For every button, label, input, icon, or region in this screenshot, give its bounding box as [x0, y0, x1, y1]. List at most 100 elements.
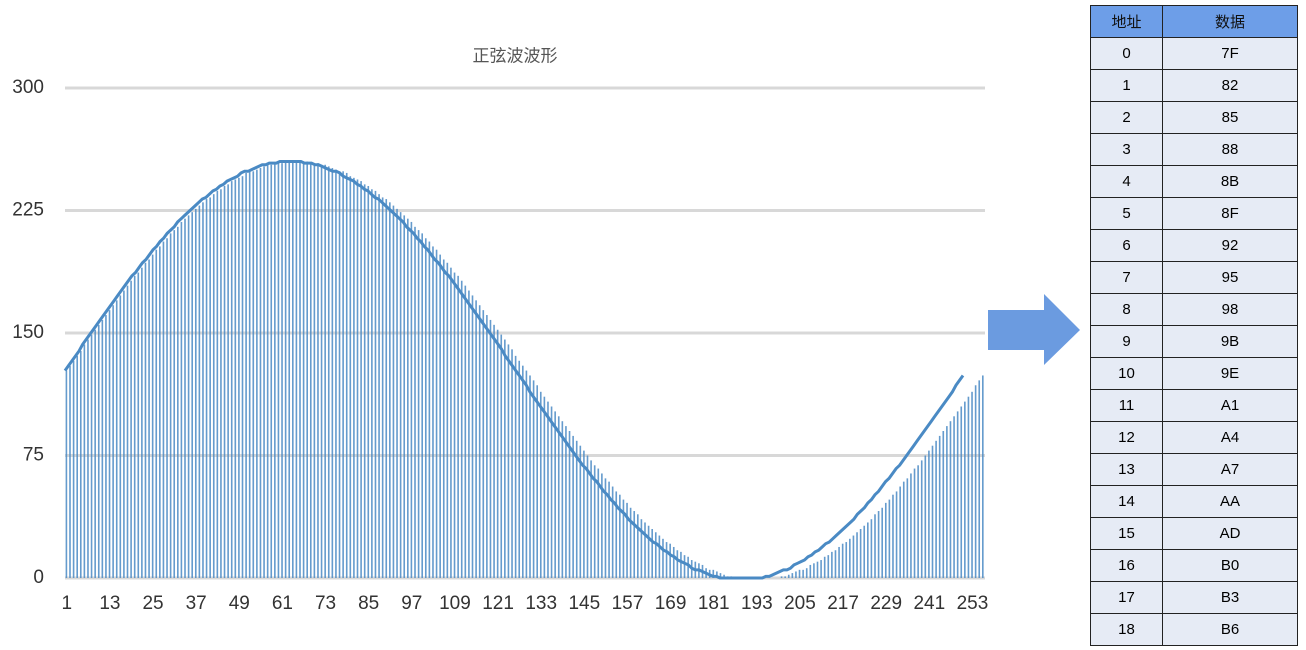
y-tick-label: 75 — [23, 445, 44, 466]
table-cell: 9E — [1162, 357, 1298, 390]
bar — [565, 426, 567, 578]
bar — [65, 370, 68, 578]
bar — [676, 550, 679, 578]
bar — [284, 161, 287, 578]
bar — [126, 285, 129, 578]
bar — [410, 221, 413, 578]
bar — [482, 310, 485, 578]
bar — [716, 571, 718, 578]
bar — [274, 163, 276, 578]
table-row: 3 88 — [1090, 133, 1298, 166]
bar — [396, 208, 398, 578]
table-cell: AA — [1162, 485, 1298, 518]
bar — [608, 481, 610, 578]
x-tick-label: 49 — [229, 593, 250, 614]
bar — [177, 226, 179, 579]
bar — [982, 375, 984, 578]
table-cell: 88 — [1162, 133, 1298, 166]
bar — [288, 161, 291, 578]
bar — [238, 177, 240, 579]
bar — [252, 171, 255, 579]
bar — [834, 550, 837, 578]
bar — [913, 468, 916, 578]
x-tick-label: 85 — [358, 593, 379, 614]
bar — [583, 450, 585, 578]
x-tick-label: 253 — [957, 593, 989, 614]
bar — [374, 190, 377, 578]
bar — [378, 194, 380, 578]
bar — [76, 355, 78, 578]
data-table: 地址 数据 0 7F 1 82 2 85 3 88 4 8B 5 8F 6 92 7 95 8 98 9 9B 10 9E 11… — [1090, 5, 1298, 646]
table-row: 9 9B — [1090, 325, 1298, 358]
bar — [475, 300, 477, 578]
bar — [209, 197, 211, 578]
bar — [784, 576, 786, 578]
bar — [313, 163, 316, 578]
bar — [902, 481, 905, 578]
bar — [827, 555, 830, 578]
bar — [852, 535, 855, 578]
arrow — [988, 294, 1080, 365]
bar — [216, 190, 219, 578]
bar — [130, 280, 132, 578]
bar — [83, 344, 86, 578]
bar — [306, 161, 308, 578]
chart-title: 正弦波波形 — [473, 46, 558, 65]
bar — [105, 315, 107, 578]
bar — [654, 532, 657, 578]
bar — [97, 324, 100, 578]
bar — [169, 233, 172, 578]
bar — [486, 315, 488, 578]
bar — [79, 350, 82, 578]
bar — [180, 221, 183, 578]
bar — [949, 421, 952, 578]
table-cell: 85 — [1162, 101, 1298, 134]
bar — [414, 226, 416, 579]
bar — [432, 246, 434, 578]
bar — [407, 218, 409, 578]
bar — [971, 391, 973, 578]
bar — [910, 473, 912, 578]
bar — [601, 473, 603, 578]
table-cell: 82 — [1162, 69, 1298, 102]
table-cell: 3 — [1090, 133, 1163, 166]
table-row: 13 A7 — [1090, 453, 1298, 486]
bar — [662, 538, 664, 578]
bar — [849, 538, 851, 578]
bar — [899, 486, 901, 578]
chart: 正弦波波形 0 75 150 225 300 1 13 25 37 49 61 73 85 97 109 12… — [12, 46, 1080, 614]
bar — [471, 295, 474, 578]
bar — [525, 370, 528, 578]
bar — [917, 465, 919, 578]
table-cell: 7F — [1162, 37, 1298, 70]
bar — [956, 411, 959, 578]
bar — [223, 186, 226, 578]
table-cell: 17 — [1090, 581, 1163, 614]
bar — [672, 546, 675, 578]
bar — [791, 573, 794, 578]
bar — [514, 355, 517, 578]
bar — [108, 310, 111, 578]
table-row: 7 95 — [1090, 261, 1298, 294]
bar — [539, 391, 542, 578]
table-cell: 15 — [1090, 517, 1163, 550]
bar — [101, 319, 104, 578]
bar — [363, 184, 366, 578]
bar — [942, 431, 945, 578]
table-cell: 6 — [1090, 229, 1163, 262]
bar — [389, 202, 391, 579]
bar — [324, 164, 326, 578]
bar — [946, 426, 948, 578]
bar — [619, 494, 621, 578]
table-cell: 5 — [1090, 197, 1163, 230]
table-cell: 95 — [1162, 261, 1298, 294]
bar — [719, 573, 722, 578]
table-cell: 9B — [1162, 325, 1298, 358]
bar — [590, 460, 592, 578]
table-cell: A4 — [1162, 421, 1298, 454]
bar — [453, 272, 456, 578]
x-tick-label: 121 — [482, 593, 514, 614]
bar — [568, 431, 571, 578]
bar — [392, 205, 395, 578]
